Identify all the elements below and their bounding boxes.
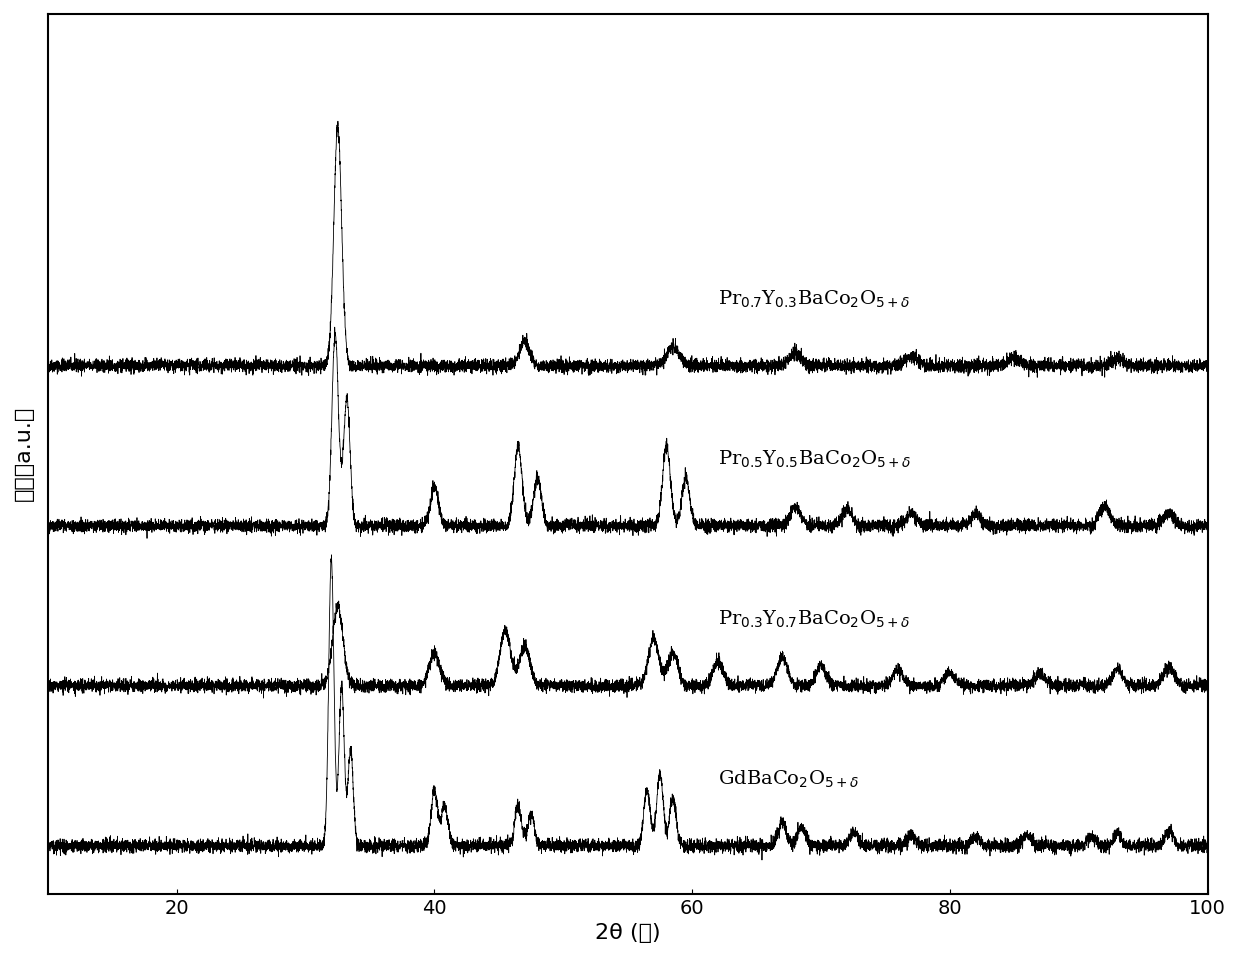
Text: GdBaCo$_2$O$_{5+\delta}$: GdBaCo$_2$O$_{5+\delta}$ [718, 768, 859, 790]
X-axis label: 2θ (度): 2θ (度) [595, 924, 661, 943]
Y-axis label: 强度（a.u.）: 强度（a.u.） [14, 406, 33, 501]
Text: Pr$_{0.3}$Y$_{0.7}$BaCo$_2$O$_{5+\delta}$: Pr$_{0.3}$Y$_{0.7}$BaCo$_2$O$_{5+\delta}… [718, 609, 910, 630]
Text: Pr$_{0.5}$Y$_{0.5}$BaCo$_2$O$_{5+\delta}$: Pr$_{0.5}$Y$_{0.5}$BaCo$_2$O$_{5+\delta}… [718, 449, 911, 470]
Text: Pr$_{0.7}$Y$_{0.3}$BaCo$_2$O$_{5+\delta}$: Pr$_{0.7}$Y$_{0.3}$BaCo$_2$O$_{5+\delta}… [718, 288, 910, 310]
